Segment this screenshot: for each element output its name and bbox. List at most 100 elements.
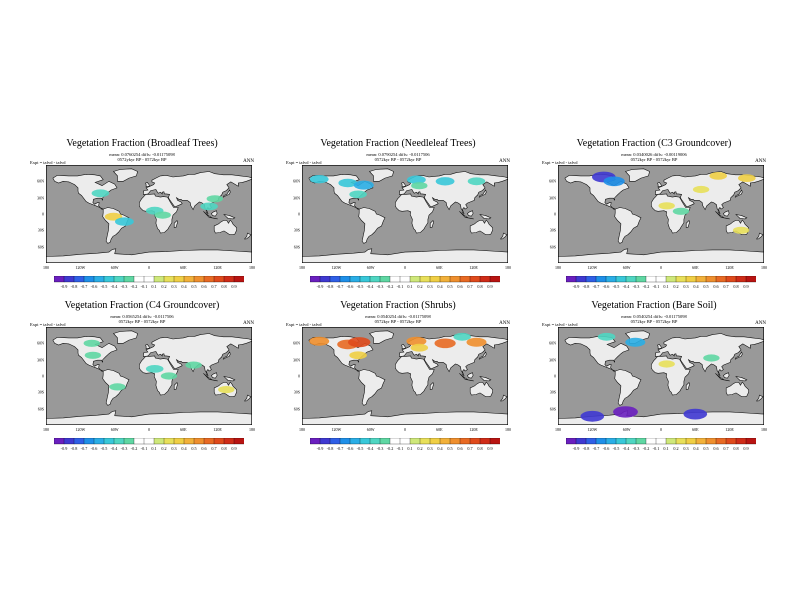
colorbar-label: 0.5 xyxy=(447,284,452,289)
colorbar-swatch xyxy=(163,438,175,445)
colorbar-label: -0.5 xyxy=(357,446,364,451)
colorbar-swatch xyxy=(459,276,471,283)
anomaly-central-usa xyxy=(84,351,102,359)
colorbar-svg: -0.9 -0.8 -0.7 -0.6 -0.5 -0.4 -0.3 -0.2 -0.1 0.1 0… xyxy=(310,438,500,451)
colorbar-swatch xyxy=(133,276,145,283)
colorbar-label: -0.8 xyxy=(71,446,78,451)
x-axis-labels: 180 120W 60W 0 60E 120E 180 xyxy=(299,265,511,271)
colorbar-label: -0.6 xyxy=(91,284,98,289)
colorbar-swatch xyxy=(389,438,401,445)
colorbar-label: 0.3 xyxy=(171,446,176,451)
anomaly-central-asia xyxy=(692,185,710,194)
colorbar-swatch xyxy=(173,438,185,445)
colorbar-swatch xyxy=(193,276,205,283)
panel-stats: mean: 0.0340026 diffs: -0.00119006 0572ky… xyxy=(538,152,770,162)
land-madagascar xyxy=(429,381,434,390)
x-tick-label: 120E xyxy=(469,265,478,270)
panel-title: Vegetation Fraction (Bare Soil) xyxy=(591,300,717,311)
y-tick-label: 60N xyxy=(37,340,44,346)
land-new-guinea xyxy=(735,214,748,220)
x-tick-label: 0 xyxy=(148,427,150,432)
colorbar-swatch xyxy=(379,276,391,283)
colorbar-swatch xyxy=(635,276,647,283)
colorbar-label: -0.3 xyxy=(121,446,128,451)
x-tick-label: 120W xyxy=(331,427,342,432)
colorbar-swatch xyxy=(54,438,65,445)
colorbar-label: -0.5 xyxy=(613,284,620,289)
colorbar-label: 0.6 xyxy=(457,284,462,289)
x-tick-label: 60E xyxy=(180,427,187,432)
colorbar-label: 0.1 xyxy=(663,284,668,289)
colorbar-label: 0.3 xyxy=(171,284,176,289)
colorbar-swatch xyxy=(575,438,587,445)
colorbar-swatch xyxy=(655,438,667,445)
colorbar-label: -0.1 xyxy=(141,446,148,451)
land-new-guinea xyxy=(223,214,236,220)
colorbar-swatch xyxy=(319,276,331,283)
colorbar-swatch xyxy=(655,276,667,283)
colorbar-swatch xyxy=(675,438,687,445)
colorbar-swatch xyxy=(349,438,361,445)
season-label: ANN xyxy=(755,321,766,326)
world-map xyxy=(46,165,252,263)
land-north-america xyxy=(308,173,374,210)
colorbar-label: -0.4 xyxy=(623,284,631,289)
x-tick-label: 180 xyxy=(555,265,561,270)
colorbar-swatch xyxy=(223,276,235,283)
x-tick-label: 120E xyxy=(213,427,222,432)
colorbar-swatch xyxy=(566,276,577,283)
colorbar-swatch xyxy=(73,438,85,445)
y-tick-label: 30S xyxy=(549,389,556,395)
colorbar-swatch xyxy=(645,438,657,445)
y-tick-label: 30N xyxy=(37,195,44,201)
colorbar-swatch xyxy=(725,276,737,283)
x-axis-labels: 180 120W 60W 0 60E 120E 180 xyxy=(299,427,511,433)
x-tick-label: 180 xyxy=(249,427,255,432)
colorbar-swatch xyxy=(595,276,607,283)
season-label: ANN xyxy=(499,159,510,164)
land-antarctica xyxy=(46,248,252,263)
colorbar-label: -0.8 xyxy=(327,284,334,289)
y-axis-labels: 60N 30N 0 30S 60S xyxy=(538,327,556,425)
land-new-guinea xyxy=(479,214,492,220)
colorbar-swatch xyxy=(63,276,75,283)
world-map xyxy=(302,327,508,425)
anomaly-south-america xyxy=(109,383,126,391)
colorbar-swatch xyxy=(103,438,115,445)
land-borneo xyxy=(211,372,218,379)
colorbar-swatch xyxy=(625,276,637,283)
season-label: ANN xyxy=(243,321,254,326)
colorbar-swatch xyxy=(419,276,431,283)
x-tick-label: 60W xyxy=(110,265,119,270)
colorbar-label: 0.8 xyxy=(477,284,482,289)
y-tick-label: 60N xyxy=(293,340,300,346)
y-axis-labels: 60N 30N 0 30S 60S xyxy=(538,165,556,263)
y-tick-label: 30S xyxy=(293,389,300,395)
colorbar-swatch xyxy=(745,438,756,445)
colorbar-swatch xyxy=(399,438,411,445)
land-antarctica xyxy=(46,410,252,425)
colorbar-swatch xyxy=(735,438,747,445)
panel-title: Vegetation Fraction (Shrubs) xyxy=(340,300,456,311)
land-britain xyxy=(401,344,407,350)
colorbar-label: -0.7 xyxy=(593,446,600,451)
colorbar-swatch xyxy=(715,276,727,283)
colorbar-swatch xyxy=(153,276,165,283)
colorbar-swatch xyxy=(54,276,65,283)
colorbar-label: -0.7 xyxy=(593,284,600,289)
experiment-label: Expt = tafvd - tafvd xyxy=(286,322,322,327)
colorbar-label: -0.6 xyxy=(347,284,354,289)
x-tick-label: 60E xyxy=(180,265,187,270)
colorbar-label: 0.5 xyxy=(703,284,708,289)
colorbar-swatch xyxy=(389,276,401,283)
colorbar-label: 0.7 xyxy=(723,284,728,289)
y-tick-label: 0 xyxy=(554,373,556,379)
colorbar-label: 0.3 xyxy=(683,446,688,451)
anomaly-greenland-margin xyxy=(625,337,646,347)
land-new-guinea xyxy=(735,376,748,382)
land-japan xyxy=(734,189,743,198)
colorbar: -0.9 -0.8 -0.7 -0.6 -0.5 -0.4 -0.3 -0.2 -0.1 0.1 0… xyxy=(566,276,756,290)
land-japan xyxy=(478,351,487,360)
colorbar-swatch xyxy=(585,276,597,283)
period-line: 0572ykyr BP - 0572kyr BP xyxy=(117,157,167,162)
